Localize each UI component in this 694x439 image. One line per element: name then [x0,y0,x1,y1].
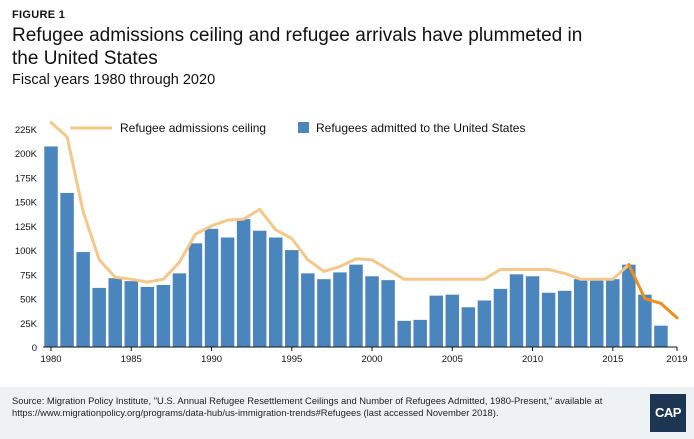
y-tick-label: 25K [20,319,38,330]
legend: Refugee admissions ceiling Refugees admi… [70,121,525,135]
bar [525,276,540,347]
line-series [49,121,679,320]
bar [204,228,219,347]
bar [220,237,235,347]
y-tick-label: 200K [15,149,38,160]
y-tick-label: 75K [20,270,38,281]
bar [590,279,604,347]
x-tick-label: 2005 [442,354,463,365]
bar [60,192,74,347]
bar [108,278,122,347]
bar [397,320,411,347]
bar [349,264,363,347]
legend-ceiling-label: Refugee admissions ceiling [120,121,266,135]
bar [477,300,492,347]
bar [236,219,251,347]
bar [301,273,315,347]
bar [654,325,668,347]
y-tick-label: 0 [32,343,37,354]
bar [285,250,299,347]
bar [76,252,90,347]
x-tick-label: 2019 [666,354,687,365]
bar [317,279,331,347]
cap-logo: CAP [650,394,686,432]
y-axis: 0 25K 50K 75K 100K 125K 150K 175K 200K 225K [15,125,38,354]
bar [156,284,171,347]
bar [44,146,58,347]
x-tick-label: 2010 [522,354,543,365]
y-tick-label: 50K [20,295,38,306]
ceiling-line-recent [627,263,679,320]
bar [140,286,155,347]
x-tick-label: 2000 [361,354,382,365]
footer: Source: Migration Policy Institute, "U.S… [0,387,694,439]
bar [557,290,572,347]
x-tick-label: 2015 [602,354,623,365]
x-axis: 1980 1985 1990 1995 2000 2005 2010 2015 2019 [40,346,688,365]
y-tick-label: 100K [15,246,38,257]
bar-series [44,146,668,347]
bar [172,273,187,347]
bar [461,307,476,347]
bar [413,319,427,347]
x-tick-label: 1980 [40,354,61,365]
bar [92,287,106,347]
bar [333,272,347,347]
bar [188,243,203,347]
y-tick-label: 125K [15,222,38,233]
x-tick-label: 1990 [201,354,222,365]
chart-subtitle: Fiscal years 1980 through 2020 [12,72,216,88]
x-tick-label: 1995 [281,354,302,365]
legend-admitted-label: Refugees admitted to the United States [316,121,525,135]
figure-label: FIGURE 1 [12,9,66,21]
x-tick-label: 1985 [121,354,142,365]
bar [638,294,652,347]
source-note: Source: Migration Policy Institute, "U.S… [12,395,603,418]
y-tick-label: 175K [15,173,38,184]
bar [252,230,267,347]
bar [509,274,524,347]
bar [445,294,460,347]
bar [124,281,139,347]
bar [429,295,443,347]
bar [268,237,283,347]
bar [573,279,588,347]
bar [381,280,395,347]
y-tick-label: 150K [15,198,38,209]
bar [541,292,556,347]
legend-admitted-swatch [298,122,309,133]
bar [365,276,379,347]
bar [622,264,636,347]
y-tick-label: 225K [15,125,38,136]
chart-title: Refugee admissions ceiling and refugee a… [12,25,583,69]
ceiling-line [49,121,631,284]
bar [493,288,508,347]
bar [606,279,620,347]
